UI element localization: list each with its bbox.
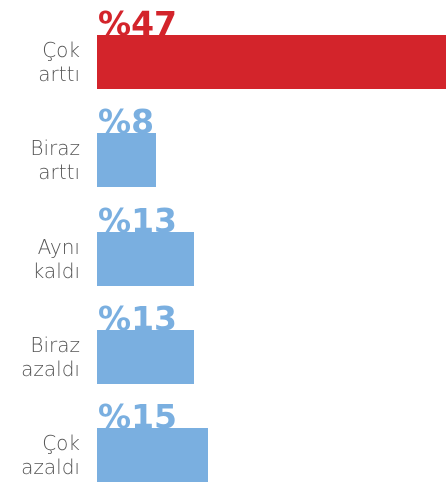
value-label: %8 — [98, 102, 155, 142]
category-label: Biraz azaldı — [21, 332, 80, 381]
value-label: %13 — [98, 200, 177, 240]
value-label: %15 — [98, 397, 177, 437]
category-label: Biraz arttı — [30, 136, 80, 185]
bar — [97, 329, 194, 384]
category-label: Çok arttı — [38, 38, 80, 86]
category-label: Aynı kaldı — [32, 234, 80, 283]
value-label: %47 — [98, 4, 177, 43]
bar — [97, 133, 157, 188]
bar — [97, 428, 209, 483]
category-label: Çok azaldı — [21, 431, 80, 480]
value-label: %13 — [98, 298, 177, 338]
bar — [97, 231, 194, 286]
bar — [97, 35, 446, 89]
